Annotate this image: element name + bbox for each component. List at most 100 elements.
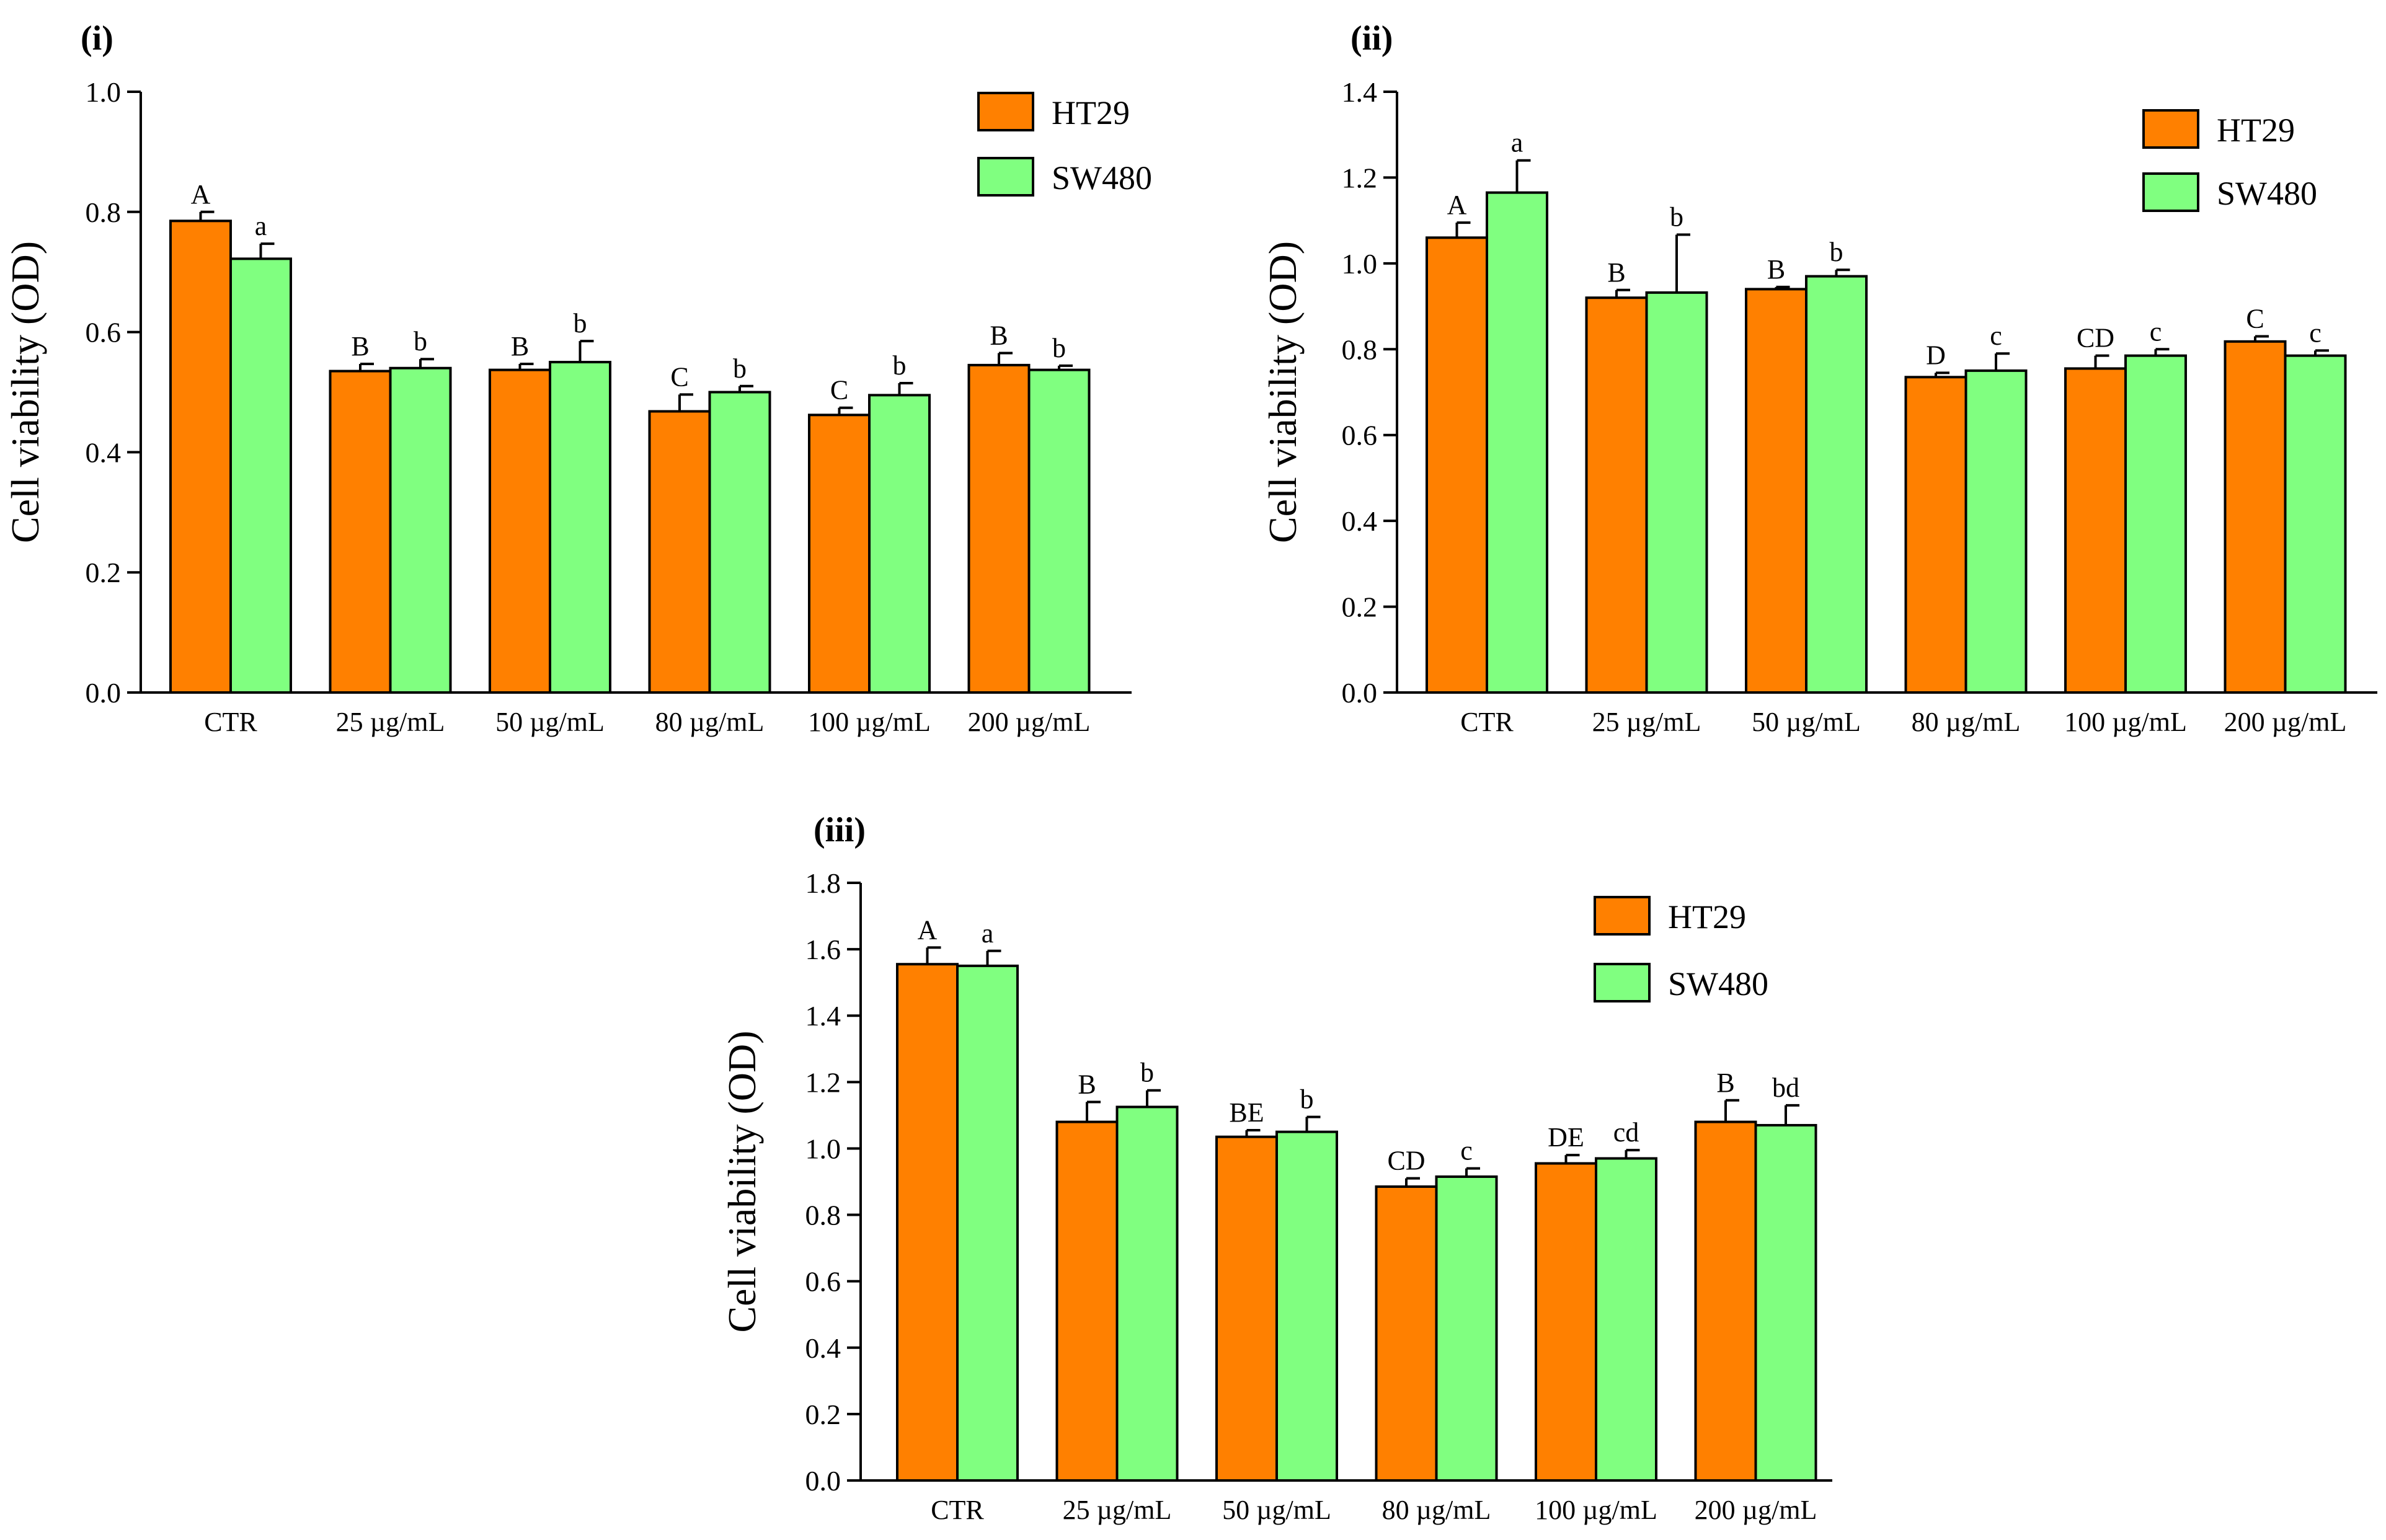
legend-swatch-ht29 (2142, 109, 2199, 149)
significance-letter: a (255, 211, 267, 241)
y-tick-label: 0.6 (86, 317, 122, 348)
y-axis-title: Cell viability (OD) (1261, 241, 1305, 543)
significance-letter: b (1140, 1058, 1154, 1088)
significance-letter: b (414, 326, 427, 356)
y-tick-label: 0.0 (805, 1465, 841, 1497)
x-tick-label: 100 µg/mL (1535, 1495, 1657, 1525)
significance-letter: b (1300, 1084, 1314, 1115)
significance-letter: c (1460, 1136, 1473, 1166)
significance-letter: D (1926, 340, 1946, 370)
x-tick-label: 50 µg/mL (1752, 707, 1861, 737)
y-tick-label: 1.2 (805, 1066, 841, 1098)
significance-letter: C (2246, 304, 2264, 334)
x-tick-label: CTR (1460, 707, 1514, 737)
y-tick-label: 0.8 (1342, 334, 1378, 365)
bar-sw480-3 (708, 391, 771, 694)
bar-ht29-3 (648, 410, 711, 694)
significance-letter: C (830, 375, 848, 405)
significance-letter: c (2150, 316, 2162, 347)
y-tick-label: 0.4 (805, 1332, 841, 1364)
significance-letter: B (1607, 257, 1625, 288)
y-tick-label: 0.2 (86, 557, 122, 588)
x-tick-label: 200 µg/mL (2224, 707, 2347, 737)
bar-ht29-2 (1215, 1135, 1278, 1482)
bar-ht29-4 (1535, 1162, 1597, 1482)
y-tick-label: 0.6 (805, 1266, 841, 1298)
legend-label-sw480: SW480 (1668, 965, 1768, 1002)
bar-ht29-4 (2064, 367, 2127, 694)
bar-sw480-0 (229, 257, 292, 694)
bar-sw480-2 (1805, 275, 1868, 694)
bar-sw480-4 (2124, 354, 2187, 694)
significance-letter: b (893, 350, 907, 381)
bar-ht29-3 (1904, 376, 1967, 694)
x-tick-label: 80 µg/mL (1382, 1495, 1491, 1525)
legend-swatch-ht29 (1594, 896, 1651, 936)
bar-ht29-3 (1375, 1185, 1438, 1482)
legend-label-ht29: HT29 (2217, 112, 2295, 149)
bar-sw480-1 (1645, 291, 1708, 694)
x-tick-label: 50 µg/mL (495, 707, 605, 737)
panel-label: (iii) (814, 811, 866, 849)
bar-sw480-2 (549, 361, 611, 694)
bar-sw480-3 (1435, 1175, 1498, 1482)
legend-label-ht29: HT29 (1668, 898, 1746, 936)
significance-letter: b (574, 308, 587, 339)
significance-letter: B (351, 331, 369, 361)
bar-ht29-1 (1585, 296, 1648, 694)
x-tick-label: 80 µg/mL (1912, 707, 2021, 737)
y-tick-label: 1.0 (805, 1133, 841, 1164)
y-tick-label: 0.8 (86, 197, 122, 228)
significance-letter: B (1716, 1068, 1734, 1098)
y-tick-label: 0.0 (1342, 677, 1378, 709)
bar-ht29-5 (2224, 340, 2287, 694)
legend-swatch-sw480 (1594, 963, 1651, 1002)
y-axis-title: Cell viability (OD) (720, 1030, 764, 1332)
significance-letter: a (1511, 128, 1523, 158)
bar-ht29-5 (967, 363, 1031, 694)
significance-letter: CD (1387, 1146, 1425, 1176)
bar-ht29-0 (896, 963, 959, 1482)
y-tick-label: 0.2 (805, 1399, 841, 1430)
panel-label: (ii) (1350, 19, 1393, 58)
significance-letter: cd (1613, 1117, 1639, 1148)
y-tick-label: 1.6 (805, 934, 841, 965)
bar-sw480-1 (389, 366, 452, 694)
significance-letter: A (191, 179, 211, 210)
significance-letter: c (2309, 317, 2322, 348)
significance-letter: b (733, 353, 747, 384)
y-axis-title: Cell viability (OD) (3, 241, 47, 543)
y-tick-label: 1.4 (805, 1000, 841, 1032)
bar-sw480-2 (1275, 1130, 1338, 1482)
x-tick-label: 200 µg/mL (968, 707, 1091, 737)
panel-i: (i) 0.0 0.2 0.4 0.6 0.8 1.0 Cell viability (OD)… (3, 19, 1152, 737)
y-tick-label: 1.4 (1342, 76, 1378, 108)
bar-sw480-3 (1964, 369, 2028, 694)
bar-sw480-4 (868, 394, 931, 694)
x-tick-label: 50 µg/mL (1222, 1495, 1331, 1525)
bar-sw480-0 (1486, 191, 1548, 694)
legend-label-sw480: SW480 (2217, 175, 2317, 212)
legend-label-sw480: SW480 (1052, 159, 1152, 197)
significance-letter: DE (1548, 1122, 1584, 1153)
panel-label: (i) (81, 19, 113, 58)
y-tick-label: 1.0 (1342, 248, 1378, 280)
bar-ht29-0 (1426, 236, 1488, 694)
significance-letter: B (511, 331, 529, 361)
y-tick-label: 1.2 (1342, 162, 1378, 193)
significance-letter: A (1447, 190, 1467, 220)
legend-swatch-sw480 (2142, 172, 2199, 212)
y-tick-label: 0.8 (805, 1200, 841, 1231)
bar-ht29-0 (169, 219, 232, 694)
bar-ht29-1 (1055, 1120, 1119, 1482)
x-tick-label: 25 µg/mL (336, 707, 445, 737)
y-tick-label: 0.0 (86, 677, 122, 709)
x-tick-label: 25 µg/mL (1063, 1495, 1172, 1525)
x-tick-label: 100 µg/mL (808, 707, 931, 737)
bar-ht29-2 (489, 368, 551, 694)
significance-letter: b (1830, 237, 1843, 267)
significance-letter: BE (1229, 1097, 1264, 1128)
bar-sw480-5 (2284, 354, 2347, 694)
y-tick-label: 0.4 (1342, 505, 1378, 537)
panel-iii: (iii) 0.0 0.2 0.4 0.6 0.8 1.0 1.2 1.4 1.6 1.8 Cell … (720, 811, 1832, 1525)
